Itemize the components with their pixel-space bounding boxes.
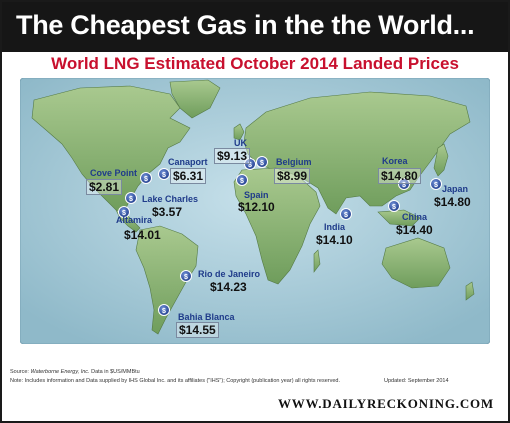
svg-text:$: $ <box>260 160 264 167</box>
city-label-lake-charles: Lake Charles <box>142 194 199 204</box>
price-label-china: $14.40 <box>396 223 433 237</box>
svg-text:$: $ <box>122 210 126 217</box>
updated-date: Updated: September 2014 <box>384 378 449 384</box>
city-label-spain: Spain <box>244 190 269 200</box>
svg-text:$: $ <box>402 182 406 189</box>
marker-icon: $ <box>398 178 410 190</box>
city-label-altamira: Altamira <box>116 215 153 225</box>
header-bar: The Cheapest Gas in the the World... <box>2 2 508 52</box>
marker-icon: $ <box>430 178 442 190</box>
note-line: Note: Includes information and Data supp… <box>10 378 340 384</box>
svg-text:$: $ <box>240 178 244 185</box>
price-label-india: $14.10 <box>316 233 353 247</box>
marker-icon: $ <box>244 158 256 170</box>
greenland <box>169 79 221 119</box>
svg-text:$: $ <box>129 196 133 203</box>
city-label-bahia-blanca: Bahia Blanca <box>178 312 235 322</box>
marker-icon: $ <box>125 192 137 204</box>
svg-text:$: $ <box>434 182 438 189</box>
svg-text:$: $ <box>248 162 252 169</box>
city-label-uk: UK <box>234 138 247 148</box>
southeast-asia-islands <box>377 209 421 227</box>
city-label-cove-point: Cove Point <box>90 168 138 178</box>
city-label-japan: Japan <box>442 184 469 194</box>
marker-icon: $ <box>388 200 400 212</box>
south-america <box>135 225 199 335</box>
continents <box>31 79 475 335</box>
marker-icon: $ <box>118 206 130 218</box>
source-line: Source: Waterborne Energy, Inc. Data in … <box>10 369 140 375</box>
new-zealand <box>465 281 475 301</box>
marker-icon: $ <box>236 174 248 186</box>
japan-island <box>433 143 449 177</box>
svg-text:$: $ <box>162 172 166 179</box>
price-label-korea: $14.80 <box>378 168 421 184</box>
source-name: Waterborne Energy, Inc. <box>30 369 90 375</box>
lng-markers: $ $ $ $ $ $ $ $ $ $ $ $ $ <box>118 156 442 316</box>
madagascar <box>313 249 321 273</box>
price-label-spain: $12.10 <box>238 200 275 214</box>
north-america <box>31 85 191 213</box>
page-title: The Cheapest Gas in the the World... <box>16 10 475 40</box>
uk-island <box>233 123 245 141</box>
svg-text:$: $ <box>162 308 166 315</box>
price-label-altamira: $14.01 <box>124 228 161 242</box>
site-url: WWW.DAILYRECKONING.COM <box>278 396 494 411</box>
marker-icon: $ <box>180 270 192 282</box>
source-label: Source: <box>10 369 31 375</box>
svg-text:$: $ <box>344 212 348 219</box>
price-label-uk: $9.13 <box>214 148 251 164</box>
marker-icon: $ <box>158 304 170 316</box>
price-label-canaport: $6.31 <box>170 168 207 184</box>
source-suffix: Data in $US/MMBtu <box>89 369 140 375</box>
price-label-japan: $14.80 <box>434 195 471 209</box>
price-label-belgium: $8.99 <box>274 168 311 184</box>
marker-icon: $ <box>158 168 170 180</box>
svg-text:$: $ <box>144 176 148 183</box>
city-label-china: China <box>402 212 428 222</box>
svg-text:$: $ <box>184 274 188 281</box>
map-subtitle: World LNG Estimated October 2014 Landed … <box>51 54 459 73</box>
city-label-canaport: Canaport <box>168 157 208 167</box>
city-label-india: India <box>324 222 346 232</box>
svg-text:$: $ <box>392 204 396 211</box>
price-label-bahia-blanca: $14.55 <box>176 322 219 338</box>
city-label-korea: Korea <box>382 156 408 166</box>
africa <box>233 167 321 285</box>
price-label-rio-de-janeiro: $14.23 <box>210 280 247 294</box>
world-map: $ $ $ $ $ $ $ $ $ $ $ $ $ <box>20 78 490 344</box>
marker-icon: $ <box>340 208 352 220</box>
city-label-belgium: Belgium <box>276 157 312 167</box>
price-label-lake-charles: $3.57 <box>152 205 183 219</box>
marker-icon: $ <box>256 156 268 168</box>
marker-icon: $ <box>140 172 152 184</box>
city-label-rio-de-janeiro: Rio de Janeiro <box>198 269 261 279</box>
australia <box>381 237 451 289</box>
price-label-cove-point: $2.81 <box>86 179 123 195</box>
